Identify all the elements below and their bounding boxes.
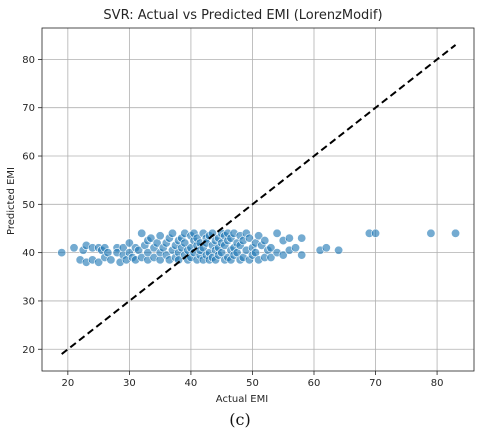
data-point — [371, 228, 381, 238]
figure-caption: (c) — [229, 410, 251, 429]
y-tick-label: 70 — [22, 103, 35, 114]
data-point — [143, 248, 153, 258]
x-axis-ticks: 20 30 40 50 60 70 80 — [61, 371, 443, 389]
data-point — [297, 233, 307, 243]
reference-line — [61, 44, 457, 355]
data-point — [146, 233, 156, 243]
data-point — [334, 245, 344, 255]
data-point — [167, 228, 177, 238]
y-tick-label: 60 — [22, 152, 35, 163]
x-tick-label: 20 — [61, 378, 74, 389]
y-axis-label: Predicted EMI — [6, 167, 17, 235]
data-point — [284, 233, 294, 243]
y-tick-label: 80 — [22, 55, 35, 66]
data-point — [57, 248, 67, 258]
data-point — [106, 255, 116, 265]
data-point — [321, 243, 331, 253]
y-tick-label: 40 — [22, 248, 35, 259]
data-point — [297, 250, 307, 260]
y-axis-ticks: 20 30 40 50 60 70 80 — [22, 55, 42, 356]
x-tick-label: 60 — [308, 378, 321, 389]
x-tick-label: 70 — [369, 378, 382, 389]
x-tick-label: 40 — [185, 378, 198, 389]
data-point — [272, 228, 282, 238]
data-point — [266, 243, 276, 253]
data-point — [451, 228, 461, 238]
data-point — [426, 228, 436, 238]
y-tick-label: 50 — [22, 200, 35, 211]
data-point — [254, 231, 264, 241]
data-point — [291, 243, 301, 253]
x-axis-label: Actual EMI — [216, 394, 268, 405]
x-tick-label: 50 — [246, 378, 259, 389]
data-point — [124, 238, 134, 248]
y-tick-label: 30 — [22, 296, 35, 307]
x-tick-label: 80 — [431, 378, 444, 389]
data-point — [244, 233, 254, 243]
data-point — [118, 243, 128, 253]
chart-title: SVR: Actual vs Predicted EMI (LorenzModi… — [103, 8, 382, 23]
data-point — [94, 257, 104, 267]
data-point — [266, 252, 276, 262]
data-points — [57, 228, 461, 267]
grid — [42, 28, 474, 371]
scatter-chart: SVR: Actual vs Predicted EMI (LorenzModi… — [6, 8, 475, 405]
data-point — [278, 250, 288, 260]
x-tick-label: 30 — [123, 378, 136, 389]
data-point — [174, 255, 184, 265]
y-tick-label: 20 — [22, 345, 35, 356]
data-point — [69, 243, 79, 253]
data-point — [137, 228, 147, 238]
data-point — [260, 236, 270, 246]
data-point — [155, 231, 165, 241]
plot-frame — [41, 27, 475, 372]
